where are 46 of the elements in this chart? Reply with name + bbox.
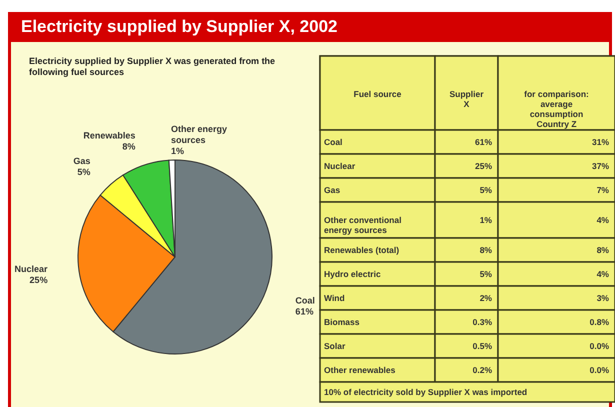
data-label: 61% [474, 137, 492, 147]
data-label: 5% [77, 166, 90, 177]
series-label: for comparison: average consumption Country Z [524, 89, 590, 129]
data-label: 8% [596, 245, 610, 255]
data-label: 4% [596, 269, 610, 279]
category-label: Hydro electric [324, 269, 381, 279]
category-label: Nuclear [324, 161, 356, 171]
data-label: 5% [480, 185, 492, 195]
data-label: 8% [122, 141, 136, 152]
category-label: Solar [324, 341, 346, 351]
text: 10% of electricity sold by Supplier X was imported [324, 387, 528, 397]
text: Fuel source [354, 89, 402, 99]
category-label: Renewables (total) [324, 245, 400, 255]
slice-label: Coal [295, 295, 315, 306]
data-label: 0.2% [472, 365, 492, 375]
category-label: Wind [324, 293, 345, 303]
data-label: 0.3% [472, 317, 492, 327]
data-label: 5% [480, 269, 492, 279]
data-label: 1% [480, 215, 492, 225]
data-label: 8% [480, 245, 492, 255]
category-label: Coal [324, 137, 342, 147]
data-label: 31% [592, 137, 610, 147]
data-label: 25% [474, 161, 492, 171]
data-label: 7% [596, 185, 610, 195]
data-label: 25% [30, 275, 48, 286]
slice-label: Other energy sources [170, 124, 228, 146]
data-label: 1% [170, 146, 184, 156]
data-label: 37% [592, 161, 610, 171]
slice-label: Gas [73, 156, 90, 166]
data-label: 0.8% [590, 317, 610, 327]
chart-subtitle: Electricity supplied by Supplier X was generated from the following fuel sources [29, 56, 276, 78]
data-label: 4% [596, 215, 610, 225]
data-label: 0.5% [472, 341, 492, 351]
data-label: 0.0% [590, 365, 610, 375]
category-label: Other renewables [324, 365, 396, 375]
chart-title: Electricity supplied by Supplier X, 2002 [11, 12, 609, 42]
category-label: Biomass [324, 317, 360, 327]
slice-label: Renewables [83, 130, 136, 140]
text: Supplier X [449, 89, 484, 109]
category-label: Other conventional energy sources [324, 215, 402, 235]
slice-label: Nuclear [14, 264, 48, 274]
data-label: 2% [480, 293, 492, 303]
data-label: 3% [596, 293, 610, 303]
data-label: 61% [295, 306, 314, 316]
category-label: Gas [324, 185, 340, 195]
data-label: 0.0% [590, 341, 610, 351]
